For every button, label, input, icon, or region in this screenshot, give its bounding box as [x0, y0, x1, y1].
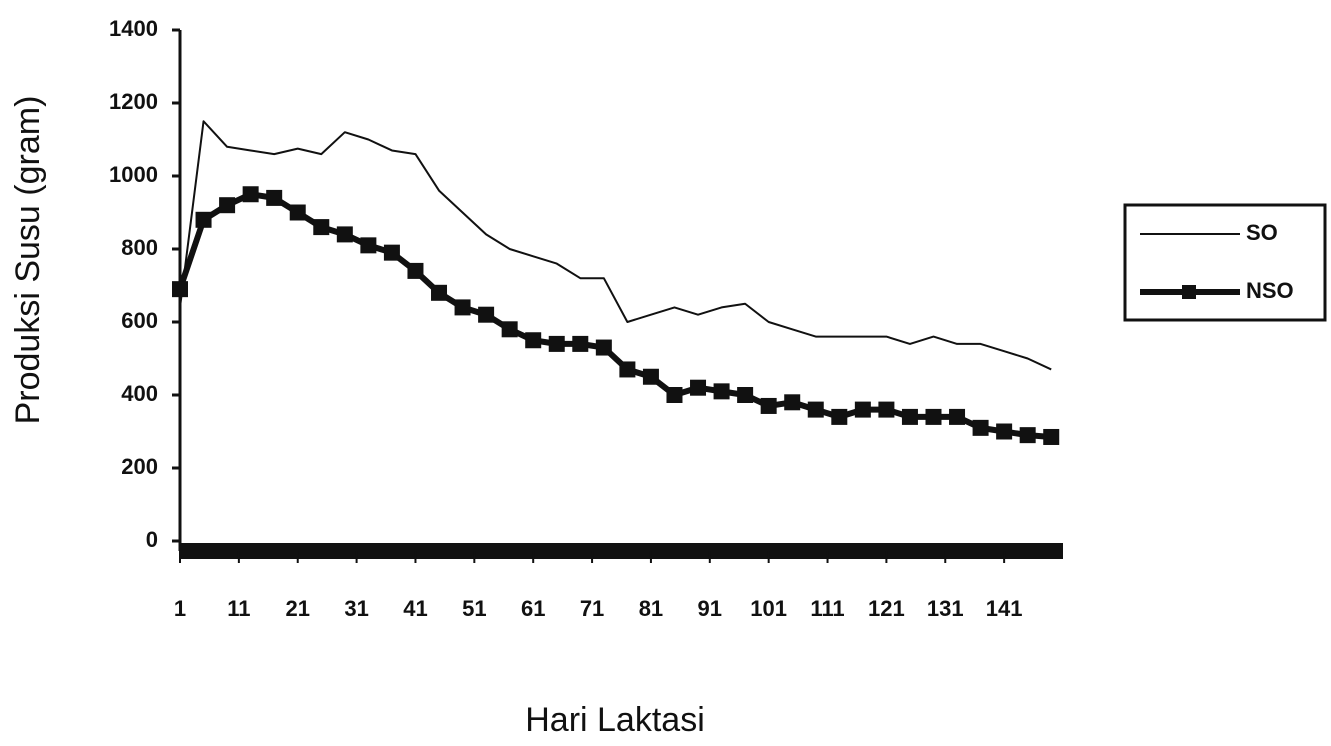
point-marker: [666, 387, 683, 403]
series-line: [179, 120, 1052, 371]
legend-label: SO: [1246, 220, 1278, 245]
point-marker: [996, 423, 1013, 440]
point-marker: [242, 186, 259, 203]
x-tick-label: 71: [580, 596, 604, 621]
point-marker: [525, 332, 542, 349]
point-marker: [690, 379, 707, 396]
point-marker: [289, 204, 306, 221]
x-axis: [180, 543, 1063, 559]
point-marker: [336, 226, 353, 243]
x-tick-label: 121: [868, 596, 905, 621]
point-marker: [760, 397, 777, 414]
x-tick-label: 131: [927, 596, 964, 621]
point-marker: [548, 335, 565, 352]
x-tick-label: 111: [810, 596, 844, 621]
point-marker: [572, 335, 589, 352]
legend-box: [1123, 203, 1327, 322]
point-marker: [925, 408, 942, 425]
y-tick-label: 600: [121, 308, 158, 333]
x-tick-label: 141: [986, 596, 1023, 621]
x-tick-label: 1: [174, 596, 186, 621]
point-marker: [1043, 428, 1060, 445]
x-tick-label: 61: [521, 596, 545, 621]
point-marker: [219, 197, 236, 214]
point-marker: [1019, 427, 1036, 444]
x-tick-label: 51: [462, 596, 486, 621]
y-axis-title: Produksi Susu (gram): [9, 96, 47, 425]
series-line: [177, 191, 1052, 440]
point-marker: [901, 408, 918, 425]
y-tick-label: 0: [146, 527, 158, 552]
point-marker: [431, 284, 448, 301]
point-marker: [407, 262, 424, 279]
point-marker: [360, 237, 377, 254]
x-axis-title: Hari Laktasi: [525, 701, 705, 739]
x-tick-label: 31: [344, 596, 368, 621]
y-tick-label: 400: [121, 381, 158, 406]
point-marker: [383, 244, 400, 261]
x-tick-label: 81: [639, 596, 663, 621]
point-marker: [595, 339, 612, 356]
point-marker: [972, 419, 989, 436]
point-marker: [619, 361, 636, 378]
x-tick-label: 101: [750, 596, 787, 621]
y-tick-label: 1000: [109, 162, 158, 187]
point-marker: [854, 401, 871, 418]
point-marker: [454, 299, 471, 316]
x-tick-label: 41: [403, 596, 427, 621]
point-marker: [478, 306, 495, 323]
point-marker: [642, 368, 659, 385]
x-tick-label: 11: [227, 596, 250, 621]
y-tick-label: 200: [121, 454, 158, 479]
legend-marker: [1182, 285, 1196, 299]
point-marker: [949, 408, 966, 425]
point-marker: [737, 387, 754, 403]
point-marker: [195, 211, 212, 228]
point-marker: [313, 219, 330, 236]
point-marker: [713, 383, 730, 400]
x-tick-label: 21: [285, 596, 309, 621]
y-tick-label: 800: [121, 235, 158, 260]
point-marker: [784, 394, 801, 411]
point-marker: [266, 189, 283, 206]
point-marker: [878, 401, 895, 418]
y-tick-label: 1200: [109, 89, 158, 114]
point-marker: [501, 321, 518, 338]
y-tick-label: 1400: [109, 16, 158, 41]
point-marker: [831, 408, 848, 425]
legend-label: NSO: [1246, 278, 1294, 303]
x-tick-label: 91: [698, 596, 722, 621]
point-marker: [172, 281, 188, 298]
point-marker: [807, 401, 824, 418]
